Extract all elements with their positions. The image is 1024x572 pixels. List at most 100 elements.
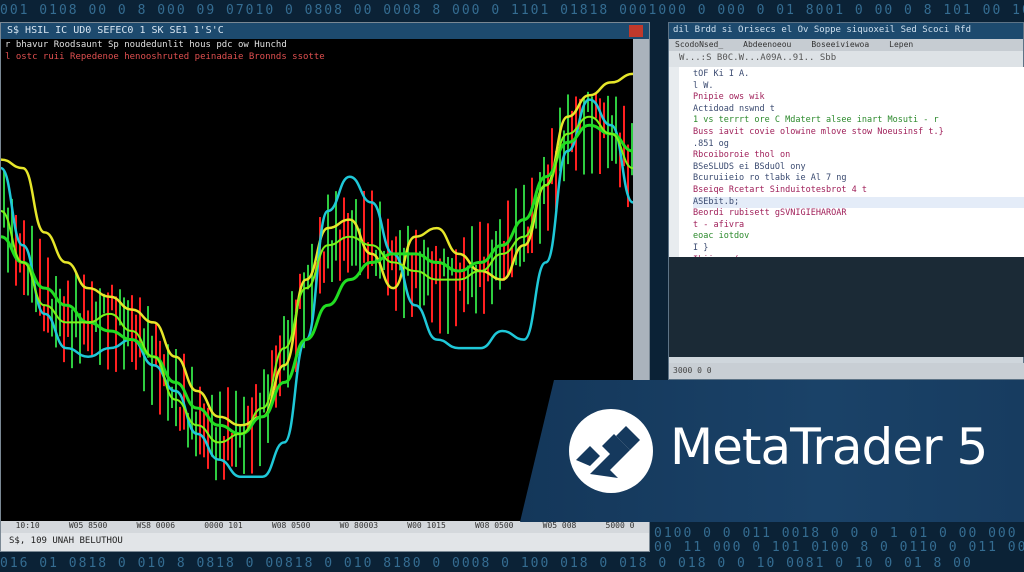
candle <box>259 392 261 467</box>
candle <box>283 316 285 371</box>
candle <box>11 198 13 248</box>
candle <box>339 229 341 281</box>
code-line: tOF Ki I A. <box>693 69 750 79</box>
chart-info: r bhavur Roodsaunt Sp noudedunlit hous p… <box>1 39 633 51</box>
candle <box>47 257 49 333</box>
time-label: W08 0500 <box>271 521 311 530</box>
close-icon[interactable] <box>629 25 643 37</box>
candle <box>67 280 69 337</box>
code-editor[interactable]: tOF Ki I A. l W. Pnipie ows wik Actidoad n… <box>669 67 1024 299</box>
candle <box>127 300 129 347</box>
code-line: Beordi rubisett gSVNIGIEHAROAR <box>693 208 847 219</box>
editor-title: dil Brdd si Orisecs el Ov Soppe siquoxei… <box>669 23 1023 39</box>
candle <box>327 194 329 269</box>
candle <box>199 386 201 455</box>
info-line: r bhavur Roodsaunt Sp noudedunlit hous p… <box>5 40 287 50</box>
code-line: BSeSLUDS ei BSduOl ony <box>693 161 806 172</box>
menu-item[interactable]: ScodoNsed_ <box>675 40 724 49</box>
candle <box>55 276 57 348</box>
candle <box>415 229 417 289</box>
candle <box>271 350 273 403</box>
candle <box>287 320 289 388</box>
menu-item[interactable]: Abdeenoeou <box>743 40 792 49</box>
candle <box>75 273 77 338</box>
time-label: W00 1015 <box>407 521 446 530</box>
code-line: .851 og <box>693 138 729 149</box>
time-label: 5000 0 <box>605 521 635 530</box>
candle <box>539 172 541 244</box>
code-line: Buss iavit covie olowine mlove stow Noeu… <box>693 126 944 137</box>
metaeditor-window[interactable]: dil Brdd si Orisecs el Ov Soppe siquoxei… <box>668 22 1024 380</box>
candle <box>463 237 465 313</box>
chart-window[interactable]: S$ HSIL IC UD0 SEFEC0 1 SK SE1 1'S'C r b… <box>0 22 650 552</box>
candle <box>467 265 469 305</box>
candle <box>399 230 401 271</box>
candle <box>59 288 61 337</box>
chart-window-titlebar[interactable]: S$ HSIL IC UD0 SEFEC0 1 SK SE1 1'S'C <box>1 23 649 39</box>
candle <box>307 264 309 290</box>
candle <box>611 115 613 161</box>
candle <box>51 298 53 337</box>
candle <box>359 228 361 276</box>
candle <box>119 289 121 326</box>
candle <box>103 293 105 314</box>
candle <box>279 335 281 397</box>
candle <box>439 258 441 334</box>
candle <box>207 407 209 469</box>
price-chart[interactable]: l ostc ruii Repedenoe henooshruted peina… <box>0 51 634 521</box>
candle <box>459 262 461 291</box>
candle <box>263 369 265 413</box>
candle <box>167 344 169 421</box>
candle <box>355 199 357 266</box>
menu-item[interactable]: Lepen <box>889 40 914 49</box>
candle <box>431 251 433 323</box>
candle <box>491 239 493 305</box>
code-line: Rbcoiboroie thol on <box>693 150 791 161</box>
time-label: W0 80003 <box>339 521 379 530</box>
time-label: W05 8500 <box>68 521 108 530</box>
code-line: I } <box>693 242 709 253</box>
candle <box>627 144 629 208</box>
candle <box>187 412 189 448</box>
candle <box>235 390 237 467</box>
candle <box>151 335 153 405</box>
menu-item[interactable]: Boseeiviewoa <box>811 40 870 49</box>
binary-row: 00 11 000 0 101 0100 8 0 0110 0 011 00 1… <box>654 541 1024 554</box>
code-line: Bseiqe Rcetart Sinduitotesbrot 4 t <box>693 184 867 195</box>
candle <box>251 397 253 474</box>
candle <box>211 394 213 457</box>
chart-svg <box>0 72 634 481</box>
candle <box>39 238 41 316</box>
code-line: Pnipie ows wik <box>693 92 765 103</box>
candle <box>395 236 397 311</box>
editor-toolbar[interactable]: W...:S B0C.W...A09A..91.. Sbb <box>669 51 1023 67</box>
candle <box>291 291 293 337</box>
candle <box>559 107 561 172</box>
candle <box>555 150 557 211</box>
chart-window-title: S$ HSIL IC UD0 SEFEC0 1 SK SE1 1'S'C <box>7 25 224 36</box>
candle <box>255 384 257 418</box>
candle <box>115 296 117 372</box>
candle <box>583 97 585 175</box>
ma-slow-line <box>0 123 634 436</box>
candle <box>383 250 385 270</box>
candle <box>363 190 365 263</box>
candle <box>231 432 233 467</box>
candle <box>551 128 553 185</box>
code-line: 1 vs terrrt ore C Mdatert alsee inart Mo… <box>693 115 939 126</box>
candle <box>23 220 25 295</box>
candle <box>155 324 157 367</box>
candle <box>3 170 5 228</box>
candle <box>343 197 345 261</box>
candle <box>43 304 45 332</box>
binary-row: 0100 0 0 011 0018 0 0 0 1 01 0 00 000 0 … <box>654 527 1024 540</box>
candle <box>619 132 621 188</box>
candle <box>223 436 225 480</box>
code-line: t - afivra <box>693 219 745 230</box>
candle <box>87 310 89 352</box>
candle <box>423 239 425 306</box>
candle <box>483 256 485 314</box>
candle <box>347 213 349 273</box>
binary-row: 001 0108 00 0 8 000 09 07010 0 0808 00 0… <box>0 4 1024 17</box>
ma-fast-line <box>0 115 634 444</box>
